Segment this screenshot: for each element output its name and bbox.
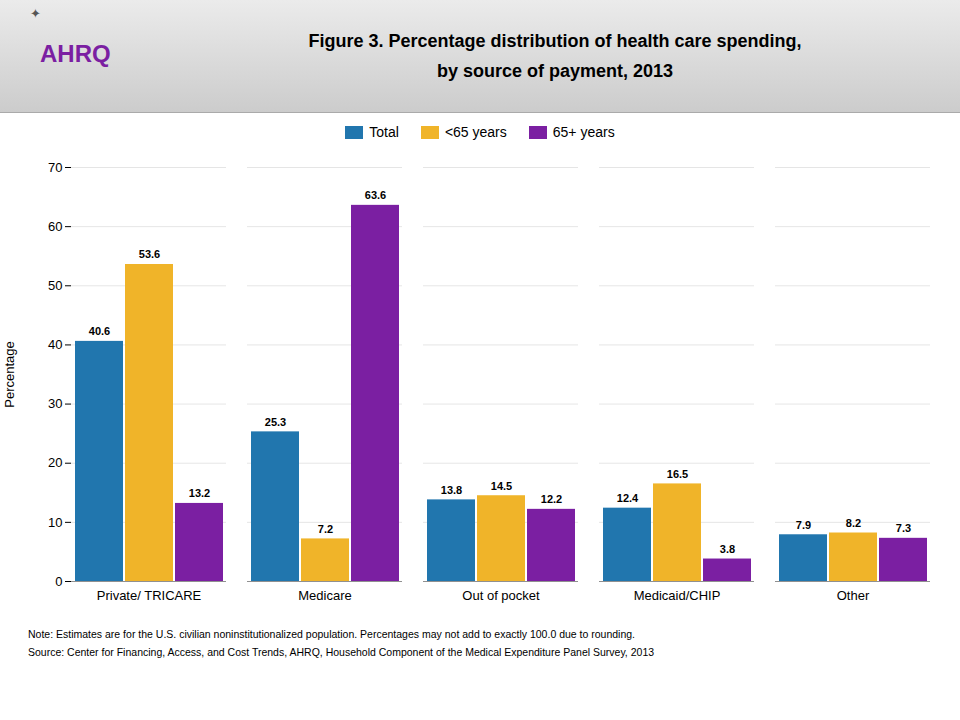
svg-text:3.8: 3.8: [720, 543, 735, 555]
html-text:<65 years: <65 years: [444, 124, 507, 140]
svg-text:13.8: 13.8: [441, 484, 462, 496]
svg-text:60: 60: [48, 219, 62, 234]
svg-text:70: 70: [48, 160, 62, 175]
svg-text:Medicaid/CHIP: Medicaid/CHIP: [634, 588, 721, 603]
html-text:65+ years: 65+ years: [552, 124, 615, 140]
svg-text:8.2: 8.2: [846, 517, 861, 529]
svg-text:0: 0: [55, 574, 62, 589]
svg-text:Out of pocket: Out of pocket: [462, 588, 540, 603]
svg-text:Percentage: Percentage: [2, 341, 17, 408]
html-text:Figure 3. Percentage distribut: Figure 3. Percentage distribution of hea…: [308, 31, 802, 51]
html-text:Source: Center for Financing,: Source: Center for Financing, Access, an…: [28, 646, 655, 658]
svg-text:20: 20: [48, 455, 62, 470]
svg-text:12.2: 12.2: [541, 493, 562, 505]
svg-text:Private/ TRICARE: Private/ TRICARE: [97, 588, 202, 603]
svg-text:14.5: 14.5: [491, 480, 512, 492]
svg-text:40.6: 40.6: [89, 325, 110, 337]
html-text:by source of payment, 2013: by source of payment, 2013: [437, 61, 673, 81]
svg-text:7.2: 7.2: [318, 523, 333, 535]
svg-text:Other: Other: [837, 588, 870, 603]
svg-text:12.4: 12.4: [617, 492, 639, 504]
svg-text:13.2: 13.2: [189, 487, 210, 499]
html-text:AHRQ: AHRQ: [40, 40, 111, 67]
svg-text:Medicare: Medicare: [298, 588, 351, 603]
svg-text:10: 10: [48, 515, 62, 530]
svg-text:40: 40: [48, 337, 62, 352]
html-text:Total: Total: [369, 124, 399, 140]
svg-text:7.3: 7.3: [896, 522, 911, 534]
svg-text:50: 50: [48, 278, 62, 293]
svg-text:25.3: 25.3: [265, 416, 286, 428]
svg-text:16.5: 16.5: [667, 468, 688, 480]
svg-text:7.9: 7.9: [796, 519, 811, 531]
svg-text:30: 30: [48, 396, 62, 411]
svg-text:63.6: 63.6: [365, 189, 386, 201]
svg-text:53.6: 53.6: [139, 248, 160, 260]
html-text:Note: Estimates are for the U.: Note: Estimates are for the U.S. civilia…: [28, 628, 635, 640]
